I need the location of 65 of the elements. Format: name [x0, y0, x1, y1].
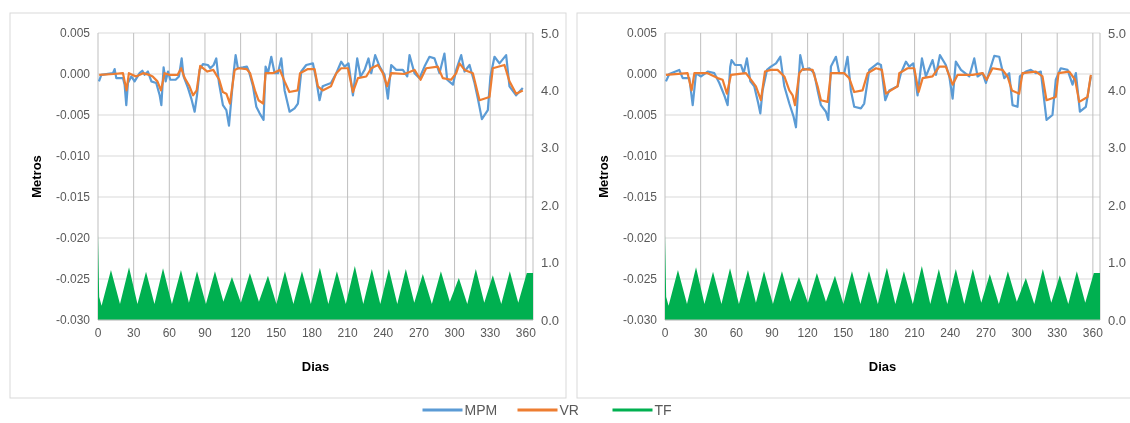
y2-tick-label: 0.0 [541, 312, 560, 328]
x-tick-label: 210 [904, 326, 925, 340]
legend-label: TF [654, 401, 672, 418]
x-tick-label: 360 [1082, 326, 1104, 340]
x-tick-label: 120 [797, 326, 818, 340]
line-series [664, 65, 1092, 107]
y-tick-label: -0.020 [622, 231, 658, 246]
y2-tick-label: 0.0 [1108, 312, 1127, 328]
y-tick-label: -0.005 [622, 108, 658, 123]
x-tick-label: 0 [94, 326, 102, 340]
x-tick-label: 330 [480, 326, 501, 340]
x-tick-label: 150 [833, 326, 854, 340]
y-tick-label: -0.010 [55, 149, 91, 164]
x-tick-label: 240 [940, 326, 961, 340]
legend-label: VR [559, 401, 579, 418]
x-tick-label: 180 [868, 326, 890, 340]
y-axis-title: Metros [29, 155, 44, 198]
y-tick-label: 0.000 [59, 67, 91, 82]
y-tick-label: -0.015 [622, 190, 658, 205]
y-tick-label: 0.005 [626, 26, 658, 41]
y-tick-label: 0.000 [626, 67, 658, 82]
y-tick-label: -0.030 [622, 313, 658, 328]
x-tick-label: 360 [515, 326, 537, 340]
x-tick-label: 90 [765, 326, 779, 340]
y-tick-label: -0.030 [55, 313, 91, 328]
line-series [97, 52, 524, 127]
y2-tick-label: 4.0 [541, 82, 560, 98]
y2-tick-label: 3.0 [541, 140, 560, 156]
y-tick-label: -0.020 [55, 231, 91, 246]
x-tick-label: 300 [1011, 326, 1032, 340]
y-tick-label: -0.025 [55, 272, 91, 287]
line-series [664, 54, 1092, 129]
y-axis-title: Metros [596, 155, 611, 198]
x-axis-title: Dias [868, 359, 897, 374]
x-axis-title: Dias [301, 359, 330, 374]
y-tick-label: -0.010 [622, 149, 658, 164]
y-tick-label: 0.005 [59, 26, 91, 41]
x-tick-label: 240 [373, 326, 394, 340]
y2-tick-label: 1.0 [1108, 255, 1127, 271]
y2-tick-label: 5.0 [541, 25, 560, 41]
legend-label: MPM [464, 401, 498, 418]
x-tick-label: 120 [230, 326, 251, 340]
x-tick-label: 0 [661, 326, 669, 340]
y-tick-label: -0.005 [55, 108, 91, 123]
y-tick-label: -0.025 [622, 272, 658, 287]
y2-tick-label: 5.0 [1108, 25, 1127, 41]
y2-tick-label: 2.0 [1108, 197, 1127, 213]
x-tick-label: 30 [126, 326, 141, 340]
x-tick-label: 60 [162, 326, 177, 340]
x-tick-label: 270 [408, 326, 430, 340]
x-tick-label: 300 [444, 326, 465, 340]
x-tick-label: 60 [729, 326, 744, 340]
line-series [98, 62, 524, 105]
x-tick-label: 180 [301, 326, 323, 340]
x-tick-label: 90 [198, 326, 212, 340]
x-tick-label: 270 [975, 326, 997, 340]
y-tick-label: -0.015 [55, 190, 91, 205]
y2-tick-label: 4.0 [1108, 82, 1127, 98]
x-tick-label: 330 [1047, 326, 1068, 340]
x-tick-label: 210 [337, 326, 358, 340]
x-tick-label: 150 [266, 326, 287, 340]
y2-tick-label: 3.0 [1108, 140, 1127, 156]
y2-tick-label: 2.0 [541, 197, 560, 213]
y2-tick-label: 1.0 [541, 255, 560, 271]
x-tick-label: 30 [693, 326, 708, 340]
